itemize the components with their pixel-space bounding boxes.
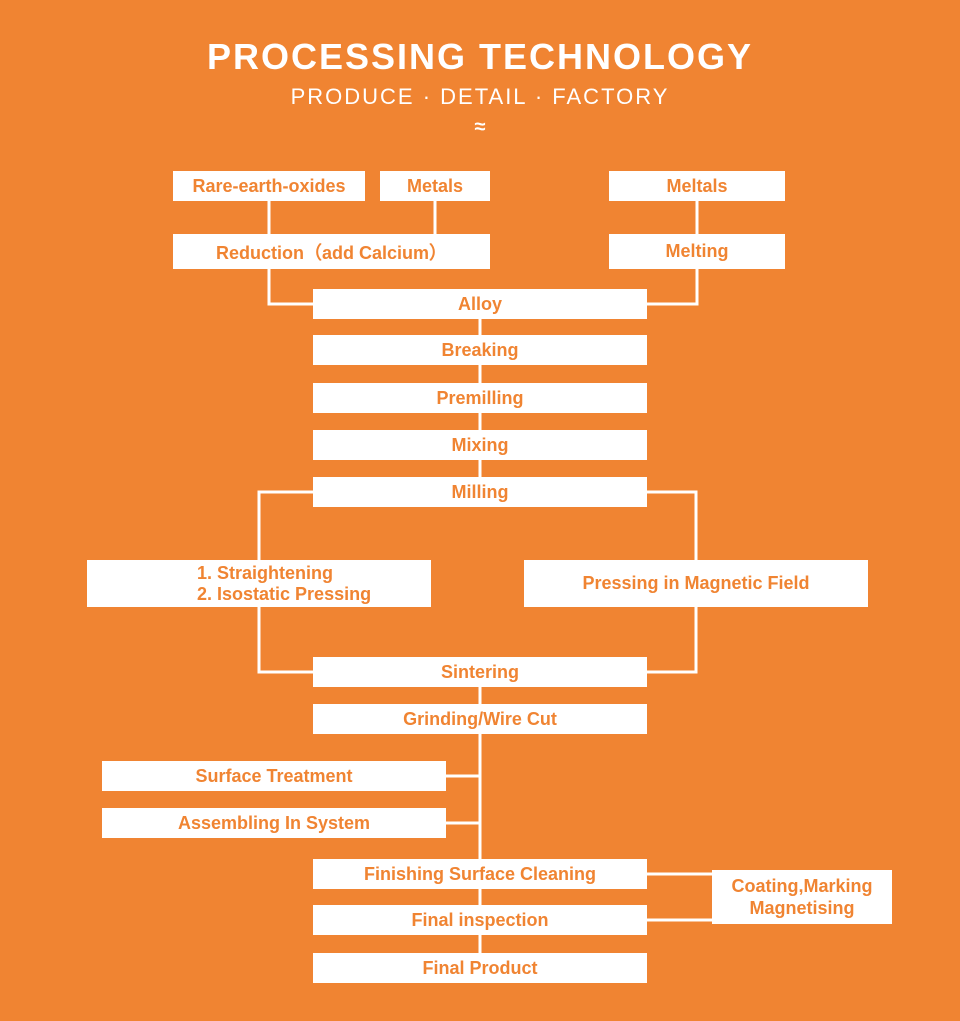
node-line: Magnetising <box>749 897 854 920</box>
node-milling: Milling <box>313 477 647 507</box>
node-grinding: Grinding/Wire Cut <box>313 704 647 734</box>
node-rare: Rare-earth-oxides <box>173 171 365 201</box>
node-finalprod: Final Product <box>313 953 647 983</box>
flowchart-stage: PROCESSING TECHNOLOGY PRODUCE · DETAIL ·… <box>0 0 960 1021</box>
node-finishing: Finishing Surface Cleaning <box>313 859 647 889</box>
node-assemble: Assembling In System <box>102 808 446 838</box>
node-line: 2. Isostatic Pressing <box>197 584 371 605</box>
node-surface: Surface Treatment <box>102 761 446 791</box>
node-reduction: Reduction（add Calcium） <box>173 234 490 269</box>
node-straight: 1. Straightening2. Isostatic Pressing <box>87 560 431 607</box>
connector-polyline <box>647 607 696 672</box>
connector-polyline <box>647 269 697 304</box>
node-pressing: Pressing in Magnetic Field <box>524 560 868 607</box>
node-metals1: Metals <box>380 171 490 201</box>
node-sintering: Sintering <box>313 657 647 687</box>
connector-polyline <box>259 607 313 672</box>
node-metals2: Meltals <box>609 171 785 201</box>
connector-polyline <box>259 492 313 560</box>
node-melting: Melting <box>609 234 785 269</box>
connector-polyline <box>647 492 696 560</box>
node-finalinsp: Final inspection <box>313 905 647 935</box>
node-mixing: Mixing <box>313 430 647 460</box>
node-alloy: Alloy <box>313 289 647 319</box>
node-line: Coating,Marking <box>731 875 872 898</box>
connector-polyline <box>269 269 313 304</box>
wavy-icon: ≈ <box>0 116 960 139</box>
page-subtitle: PRODUCE · DETAIL · FACTORY <box>0 84 960 110</box>
node-premilling: Premilling <box>313 383 647 413</box>
node-coating: Coating,MarkingMagnetising <box>712 870 892 924</box>
node-breaking: Breaking <box>313 335 647 365</box>
node-line: 1. Straightening <box>197 563 333 584</box>
page-title: PROCESSING TECHNOLOGY <box>0 36 960 78</box>
